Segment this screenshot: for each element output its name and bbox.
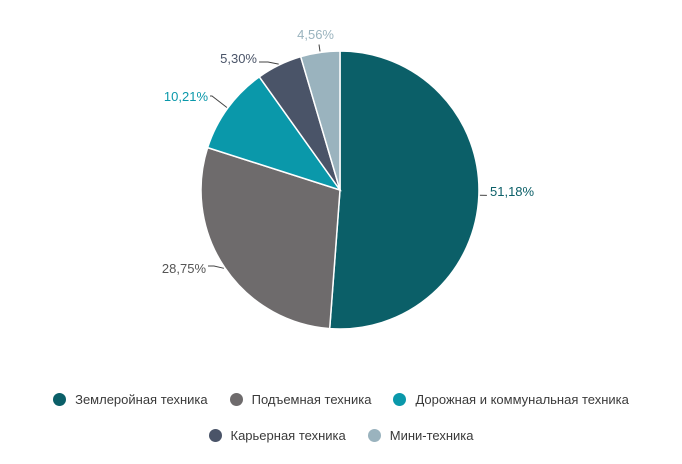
legend-item-mini[interactable]: Мини-техника [367, 428, 474, 443]
slice-label-lifting: 28,75% [162, 261, 207, 276]
legend-swatch-quarry [208, 429, 222, 442]
slice-label-earthmoving: 51,18% [490, 184, 535, 199]
pie-slice-road[interactable] [206, 75, 342, 192]
legend-row-2: Карьерная техника Мини-техника [0, 428, 682, 443]
slice-label-road: 10,21% [164, 89, 209, 104]
pie-chart: 51,18% 28,75% 10,21% 5,30% 4,56% [162, 27, 535, 330]
legend-swatch-earthmoving [53, 393, 67, 406]
slice-label-quarry: 5,30% [220, 51, 257, 66]
legend-item-earthmoving[interactable]: Землеройная техника [53, 392, 208, 407]
leader-line-mini [318, 44, 321, 52]
legend-label-earthmoving: Землеройная техника [75, 392, 208, 407]
pie-slice-earthmoving[interactable] [328, 50, 480, 330]
leader-line-lifting [208, 265, 225, 269]
legend-item-quarry[interactable]: Карьерная техника [208, 428, 346, 443]
legend-label-quarry: Карьерная техника [230, 428, 346, 443]
legend-swatch-road [393, 393, 407, 406]
legend-label-lifting: Подъемная техника [251, 392, 372, 407]
legend-label-mini: Мини-техника [389, 428, 474, 443]
leader-line-road [210, 95, 228, 108]
leader-line-quarry [259, 61, 279, 65]
legend-item-lifting[interactable]: Подъемная техника [229, 392, 372, 407]
slice-label-mini: 4,56% [297, 27, 334, 42]
legend-row-1: Землеройная техника Подъемная техника До… [0, 392, 682, 407]
legend-item-road[interactable]: Дорожная и коммунальная техника [393, 392, 629, 407]
legend-swatch-lifting [229, 393, 243, 406]
pie-slice-lifting[interactable] [200, 146, 341, 330]
pie-slice-mini[interactable] [299, 50, 341, 191]
legend-swatch-mini [367, 429, 381, 442]
legend-label-road: Дорожная и коммунальная техника [415, 392, 629, 407]
